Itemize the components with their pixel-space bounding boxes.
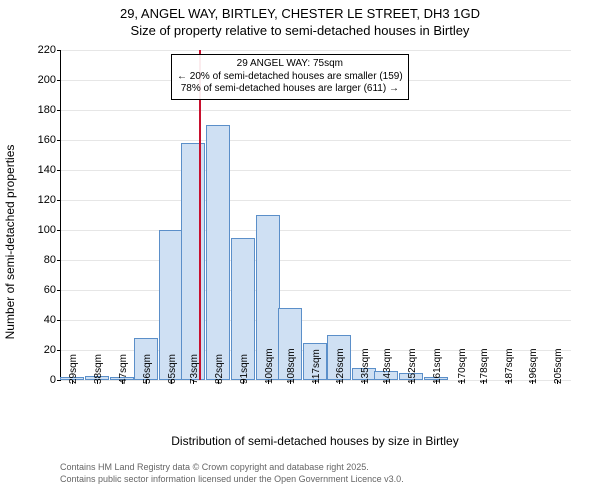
marker-line — [199, 50, 201, 380]
x-tick-label: 65sqm — [167, 354, 178, 384]
x-axis-label: Distribution of semi-detached houses by … — [60, 434, 570, 448]
x-tick-label: 108sqm — [286, 348, 297, 384]
annotation-line1: ← 20% of semi-detached houses are smalle… — [177, 71, 403, 84]
x-tick-label: 143sqm — [382, 348, 393, 384]
y-tick-mark — [57, 320, 61, 321]
chart-title-block: 29, ANGEL WAY, BIRTLEY, CHESTER LE STREE… — [0, 0, 600, 40]
gridline-h — [61, 290, 571, 291]
x-tick-label: 161sqm — [432, 348, 443, 384]
plot-area: 29sqm38sqm47sqm56sqm65sqm73sqm82sqm91sqm… — [60, 50, 571, 381]
x-tick-label: 47sqm — [118, 354, 129, 384]
y-tick-mark — [57, 110, 61, 111]
gridline-h — [61, 110, 571, 111]
gridline-h — [61, 200, 571, 201]
y-tick-label: 40 — [0, 314, 56, 326]
gridline-h — [61, 320, 571, 321]
y-tick-label: 60 — [0, 284, 56, 296]
histogram-bar — [206, 125, 230, 380]
x-tick-label: 126sqm — [335, 348, 346, 384]
y-tick-label: 220 — [0, 44, 56, 56]
x-tick-label: 56sqm — [142, 354, 153, 384]
y-tick-label: 0 — [0, 374, 56, 386]
chart-title-line1: 29, ANGEL WAY, BIRTLEY, CHESTER LE STREE… — [0, 6, 600, 23]
x-tick-label: 170sqm — [457, 348, 468, 384]
y-tick-mark — [57, 260, 61, 261]
x-tick-label: 187sqm — [504, 348, 515, 384]
x-tick-label: 82sqm — [214, 354, 225, 384]
y-tick-label: 160 — [0, 134, 56, 146]
x-tick-label: 135sqm — [360, 348, 371, 384]
annotation-line3: 78% of semi-detached houses are larger (… — [177, 83, 403, 96]
x-tick-label: 117sqm — [311, 349, 322, 384]
credits-line2: Contains public sector information licen… — [60, 474, 570, 486]
x-tick-label: 100sqm — [264, 348, 275, 384]
x-tick-label: 38sqm — [93, 354, 104, 384]
x-tick-label: 205sqm — [553, 348, 564, 384]
x-tick-label: 152sqm — [407, 348, 418, 384]
gridline-h — [61, 260, 571, 261]
y-tick-mark — [57, 140, 61, 141]
x-tick-label: 196sqm — [528, 348, 539, 384]
y-tick-label: 20 — [0, 344, 56, 356]
y-tick-label: 120 — [0, 194, 56, 206]
gridline-h — [61, 50, 571, 51]
x-tick-label: 91sqm — [239, 354, 250, 384]
y-tick-mark — [57, 230, 61, 231]
x-tick-label: 178sqm — [479, 348, 490, 384]
x-tick-label: 29sqm — [68, 354, 79, 384]
annotation-box: 29 ANGEL WAY: 75sqm ← 20% of semi-detach… — [171, 54, 409, 100]
y-tick-label: 100 — [0, 224, 56, 236]
gridline-h — [61, 230, 571, 231]
credits-block: Contains HM Land Registry data © Crown c… — [60, 462, 570, 485]
chart-title-line2: Size of property relative to semi-detach… — [0, 23, 600, 40]
annotation-line2: 29 ANGEL WAY: 75sqm — [177, 58, 403, 71]
credits-line1: Contains HM Land Registry data © Crown c… — [60, 462, 570, 474]
histogram-bar — [181, 143, 205, 380]
y-tick-mark — [57, 170, 61, 171]
gridline-h — [61, 140, 571, 141]
y-tick-label: 180 — [0, 104, 56, 116]
chart-container: Number of semi-detached properties 29sqm… — [0, 42, 600, 442]
y-tick-label: 80 — [0, 254, 56, 266]
y-tick-mark — [57, 380, 61, 381]
y-tick-label: 140 — [0, 164, 56, 176]
y-tick-mark — [57, 350, 61, 351]
y-tick-mark — [57, 80, 61, 81]
y-tick-mark — [57, 290, 61, 291]
gridline-h — [61, 170, 571, 171]
y-tick-label: 200 — [0, 74, 56, 86]
y-tick-mark — [57, 200, 61, 201]
y-tick-mark — [57, 50, 61, 51]
